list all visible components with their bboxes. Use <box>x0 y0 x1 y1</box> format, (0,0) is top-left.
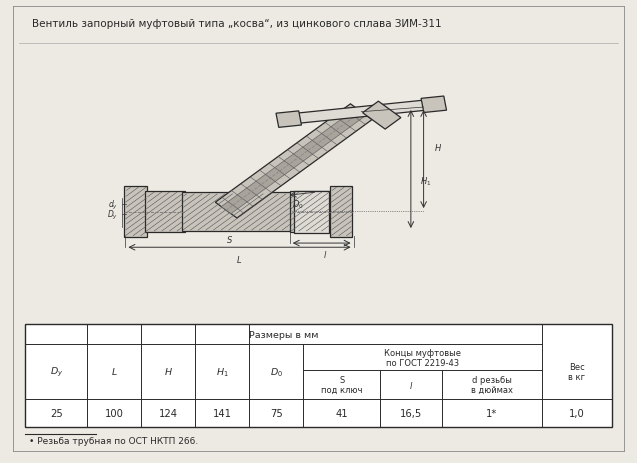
Polygon shape <box>276 112 301 128</box>
Text: $D_0$: $D_0$ <box>269 366 283 378</box>
Text: l: l <box>324 250 326 259</box>
Text: $D_у$: $D_у$ <box>107 208 118 221</box>
Text: $H_1$: $H_1$ <box>420 175 432 188</box>
Text: S
под ключ: S под ключ <box>321 375 362 394</box>
Text: $d_у$: $d_у$ <box>108 198 118 211</box>
Polygon shape <box>362 102 401 130</box>
Text: L: L <box>237 255 242 264</box>
Text: 100: 100 <box>104 408 124 418</box>
Text: 16,5: 16,5 <box>400 408 422 418</box>
Text: 141: 141 <box>213 408 232 418</box>
Bar <box>124 187 147 237</box>
Text: 1,0: 1,0 <box>569 408 585 418</box>
Text: H: H <box>435 144 441 153</box>
Text: S: S <box>227 235 232 244</box>
Bar <box>145 192 185 232</box>
Text: $l$: $l$ <box>409 379 413 390</box>
Text: H: H <box>164 368 172 376</box>
Text: 124: 124 <box>159 408 178 418</box>
Text: • Резьба трубная по ОСТ НКТП 266.: • Резьба трубная по ОСТ НКТП 266. <box>29 436 198 445</box>
Text: Размеры в мм: Размеры в мм <box>249 330 318 339</box>
Polygon shape <box>288 100 435 125</box>
Bar <box>25 324 612 427</box>
Bar <box>290 192 331 232</box>
Text: L: L <box>111 368 117 376</box>
Text: 25: 25 <box>50 408 62 418</box>
Text: 41: 41 <box>335 408 348 418</box>
Text: Вентиль запорный муфтовый типа „косва“, из цинкового сплава ЗИМ-311: Вентиль запорный муфтовый типа „косва“, … <box>32 19 441 30</box>
Text: $D_y$: $D_y$ <box>50 365 63 378</box>
Bar <box>294 191 329 233</box>
Polygon shape <box>421 97 447 113</box>
Bar <box>330 187 352 237</box>
Polygon shape <box>215 105 372 219</box>
Text: d резьбы
в дюймах: d резьбы в дюймах <box>471 375 513 394</box>
Polygon shape <box>221 109 366 214</box>
Text: $D_0$: $D_0$ <box>292 198 304 210</box>
Text: $H_1$: $H_1$ <box>216 366 229 378</box>
Text: Концы муфтовые
по ГОСТ 2219-43: Концы муфтовые по ГОСТ 2219-43 <box>384 348 461 367</box>
Text: 75: 75 <box>269 408 282 418</box>
Text: Вес
в кг: Вес в кг <box>568 362 585 382</box>
Text: 1*: 1* <box>486 408 497 418</box>
Bar <box>182 193 293 232</box>
